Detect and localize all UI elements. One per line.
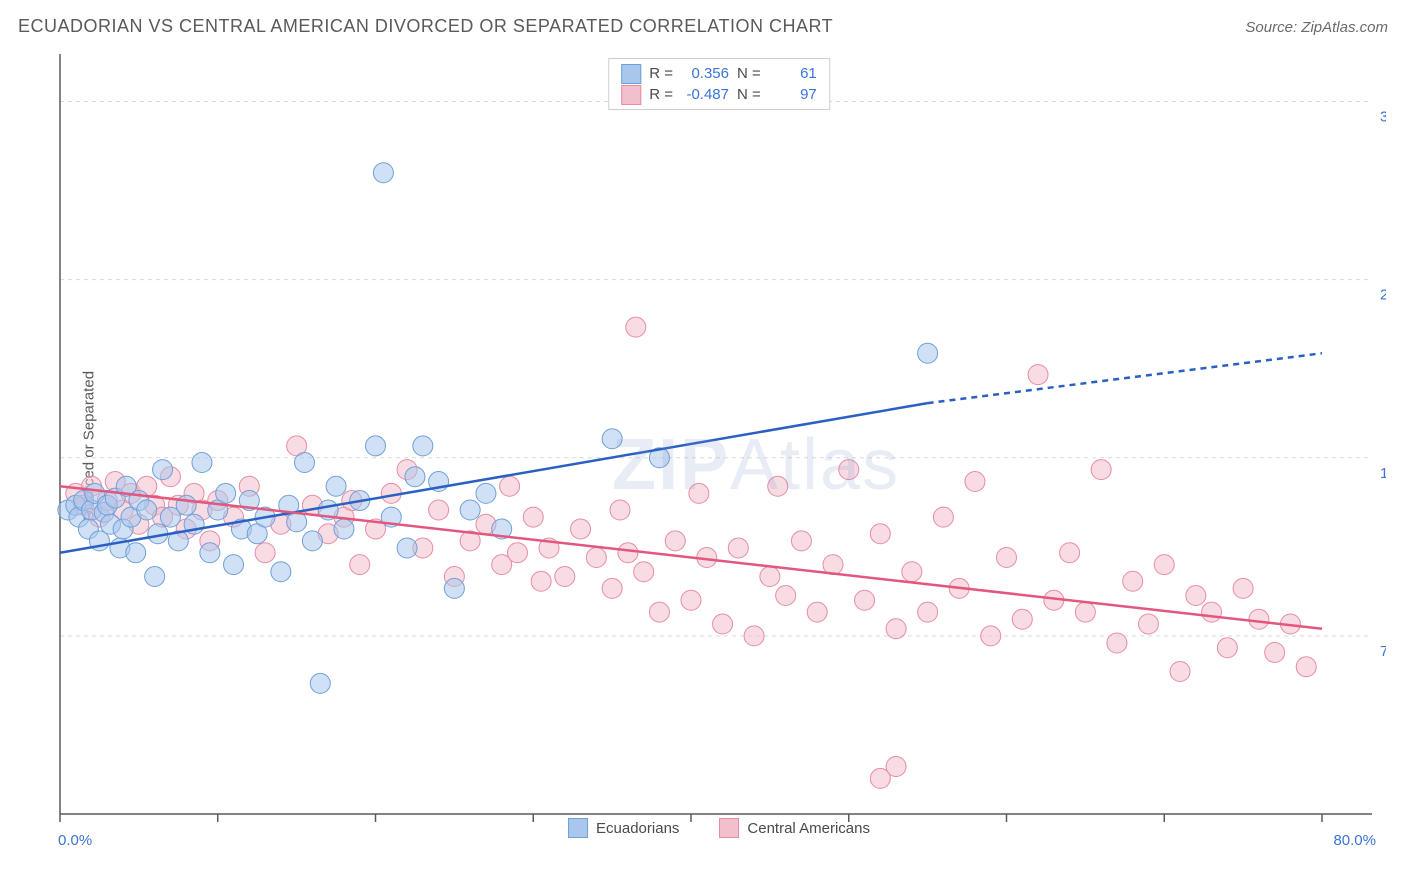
swatch-ecuadorians	[621, 64, 641, 84]
swatch-central-americans	[621, 85, 641, 105]
plot-area: R = 0.356 N = 61 R = -0.487 N = 97 ZIPAt…	[52, 54, 1386, 844]
x-axis-max-label: 80.0%	[1333, 832, 1376, 849]
svg-text:22.5%: 22.5%	[1380, 287, 1386, 304]
stats-row-central-americans: R = -0.487 N = 97	[621, 84, 817, 105]
legend-swatch-ecuadorians	[568, 818, 588, 838]
chart-source: Source: ZipAtlas.com	[1245, 19, 1388, 36]
stats-legend: R = 0.356 N = 61 R = -0.487 N = 97	[608, 58, 830, 110]
svg-text:15.0%: 15.0%	[1380, 465, 1386, 482]
x-axis-min-label: 0.0%	[58, 832, 92, 849]
legend-swatch-central-americans	[719, 818, 739, 838]
scatter-chart: 7.5% 15.0% 22.5% 30.0%	[52, 54, 1386, 844]
legend-item-central-americans: Central Americans	[719, 818, 870, 838]
bottom-legend: Ecuadorians Central Americans	[568, 818, 870, 838]
legend-item-ecuadorians: Ecuadorians	[568, 818, 679, 838]
chart-header: ECUADORIAN VS CENTRAL AMERICAN DIVORCED …	[18, 16, 1388, 37]
svg-text:30.0%: 30.0%	[1380, 109, 1386, 126]
chart-title: ECUADORIAN VS CENTRAL AMERICAN DIVORCED …	[18, 16, 833, 37]
stats-row-ecuadorians: R = 0.356 N = 61	[621, 63, 817, 84]
svg-text:7.5%: 7.5%	[1380, 643, 1386, 660]
